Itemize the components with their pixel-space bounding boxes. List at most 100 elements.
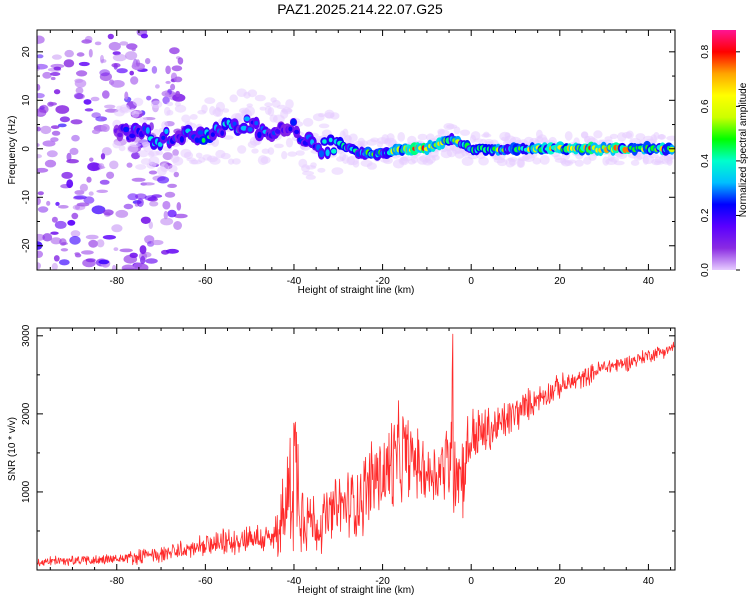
halo-cell xyxy=(366,162,377,170)
halo-cell xyxy=(574,159,584,167)
halo-cell xyxy=(246,103,253,108)
noise-cell xyxy=(103,209,114,216)
halo-cell xyxy=(254,94,266,102)
noise-cell xyxy=(129,252,138,258)
noise-cell xyxy=(108,41,121,51)
noise-cell xyxy=(90,96,100,102)
ridge-cell xyxy=(288,126,293,132)
noise-cell xyxy=(67,219,76,226)
halo-cell xyxy=(630,159,640,166)
halo-cell xyxy=(318,112,325,118)
halo-cell xyxy=(285,99,294,109)
noise-cell xyxy=(133,262,146,270)
noise-cell xyxy=(137,198,144,207)
ridge-cell xyxy=(254,121,259,126)
spectrogram-ylabel: Frequency (Hz) xyxy=(7,116,18,185)
ridge-cell xyxy=(161,135,166,140)
halo-cell xyxy=(331,167,344,175)
noise-cell xyxy=(140,33,148,39)
noise-cell xyxy=(140,216,151,224)
noise-cell xyxy=(88,48,93,58)
noise-cell xyxy=(170,83,176,91)
noise-cell xyxy=(53,66,62,71)
halo-cell xyxy=(453,126,461,135)
colorbar-tick-label: 0.2 xyxy=(700,208,711,222)
noise-cell xyxy=(48,102,58,106)
halo-cell xyxy=(564,131,573,141)
ridge-cell xyxy=(290,118,297,126)
noise-cell xyxy=(50,63,65,69)
noise-cell xyxy=(85,234,99,240)
noise-cell xyxy=(131,61,137,68)
noise-cell xyxy=(50,72,61,76)
noise-cell xyxy=(100,124,110,132)
snr-xlabel: Height of straight line (km) xyxy=(298,585,415,596)
noise-cell xyxy=(75,204,80,210)
colorbar-tick-label: 0.6 xyxy=(700,99,711,113)
noise-cell xyxy=(76,202,90,207)
halo-cell xyxy=(260,156,271,164)
noise-cell xyxy=(102,235,116,240)
noise-cell xyxy=(111,224,123,233)
noise-cell xyxy=(55,105,70,114)
noise-cell xyxy=(79,183,88,192)
halo-cell xyxy=(232,158,241,165)
noise-cell xyxy=(50,237,62,245)
noise-cell xyxy=(167,183,178,188)
noise-cell xyxy=(51,54,62,60)
noise-cell xyxy=(71,212,79,220)
noise-cell xyxy=(81,250,94,255)
snr-frame xyxy=(36,327,676,571)
noise-cell xyxy=(111,264,117,270)
noise-cell xyxy=(146,95,152,101)
x-tick-label: -60 xyxy=(198,576,213,587)
noise-cell xyxy=(88,239,99,248)
spectrogram-heatmap xyxy=(37,30,675,270)
noise-cell xyxy=(104,104,116,109)
noise-cell xyxy=(53,89,61,95)
colorbar-gradient xyxy=(712,30,736,270)
halo-cell xyxy=(478,156,489,166)
noise-cell xyxy=(145,258,158,264)
colorbar-ticks: 0.0 0.2 0.4 0.6 0.8 xyxy=(700,44,740,277)
halo-cell xyxy=(189,114,198,120)
noise-cell xyxy=(83,99,92,105)
noise-cell xyxy=(99,69,111,77)
ridge-cell xyxy=(318,150,324,158)
snr-plot-area xyxy=(37,333,675,567)
noise-cell xyxy=(37,250,43,258)
halo-cell xyxy=(460,129,470,136)
noise-cell xyxy=(46,200,51,206)
halo-cell xyxy=(496,158,508,167)
noise-cell xyxy=(163,210,168,220)
x-tick-label: -60 xyxy=(198,276,213,287)
noise-cell xyxy=(122,267,136,270)
ridge-cell xyxy=(322,139,327,144)
noise-cell xyxy=(84,108,94,112)
ridge-cell xyxy=(668,147,675,153)
halo-cell xyxy=(318,123,330,129)
ridge-cell xyxy=(220,130,225,137)
halo-cell xyxy=(274,143,284,149)
y-tick-label: -20 xyxy=(21,238,32,253)
noise-cell xyxy=(123,203,134,210)
colorbar-tick-label: 0.8 xyxy=(700,44,711,58)
halo-cell xyxy=(118,145,126,152)
snr-series-line xyxy=(37,333,675,567)
noise-cell xyxy=(39,106,45,110)
halo-cell xyxy=(237,145,247,154)
noise-cell xyxy=(37,35,45,44)
noise-cell xyxy=(126,162,133,168)
noise-cell xyxy=(167,209,177,218)
halo-cell xyxy=(267,147,275,155)
halo-cell xyxy=(305,174,316,180)
ridge-cell xyxy=(210,132,215,137)
noise-cell xyxy=(57,123,67,128)
noise-cell xyxy=(61,171,73,179)
noise-cell xyxy=(37,191,44,196)
noise-cell xyxy=(130,76,139,85)
halo-cell xyxy=(532,157,542,165)
halo-cell xyxy=(431,154,440,161)
noise-cell xyxy=(109,160,119,170)
noise-cell xyxy=(127,193,139,201)
